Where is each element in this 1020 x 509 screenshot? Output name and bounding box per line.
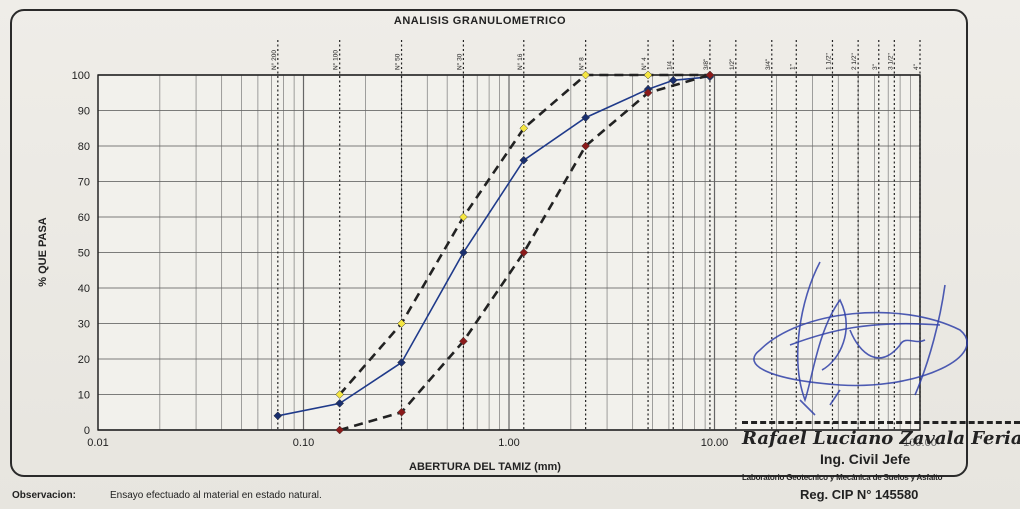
data-point [519, 123, 529, 133]
chart-title: ANALISIS GRANULOMETRICO [394, 15, 566, 27]
sieve-label: 3 1/2" [887, 53, 894, 70]
signature-name: Rafael Luciano Zavala Feria [742, 428, 1020, 449]
observation-text: Ensayo efectuado al material en estado n… [110, 490, 322, 501]
handwritten-signature [753, 311, 968, 387]
y-tick-label: 60 [78, 212, 90, 224]
y-tick-label: 10 [78, 390, 90, 402]
data-point [335, 390, 345, 399]
y-tick-label: 20 [78, 354, 90, 366]
sieve-label: N° 16 [516, 53, 524, 70]
signature-registration: Reg. CIP N° 145580 [800, 487, 919, 502]
y-tick-label: 70 [78, 177, 90, 189]
x-tick-label: 100.00 [903, 437, 937, 449]
data-point [335, 425, 345, 435]
y-axis-label: % QUE PASA [37, 217, 49, 287]
sieve-label: N° 30 [455, 53, 463, 70]
data-point [459, 248, 468, 257]
data-point [581, 70, 590, 80]
handwritten-signature [799, 389, 841, 416]
plot-border [97, 74, 921, 431]
sieve-label: N° 4 [640, 57, 648, 70]
data-point [705, 70, 715, 80]
sieve-label: N° 50 [394, 53, 402, 70]
data-point [581, 141, 590, 151]
y-tick-label: 40 [78, 283, 90, 295]
x-axis-label: ABERTURA DEL TAMIZ (mm) [409, 461, 561, 473]
x-tick-label: 0.10 [293, 437, 314, 449]
y-tick-label: 80 [78, 141, 90, 153]
x-tick-label: 10.00 [701, 437, 729, 449]
sieve-label: 2 1/2" [851, 53, 858, 70]
data-point [397, 319, 406, 328]
data-point [459, 336, 468, 346]
y-tick-label: 50 [78, 248, 90, 260]
data-point [643, 70, 653, 80]
y-tick-label: 0 [84, 425, 90, 437]
sieve-label: 4" [913, 63, 920, 70]
data-point [397, 358, 406, 367]
x-tick-label: 1.00 [498, 437, 519, 449]
y-tick-label: 30 [78, 319, 90, 331]
observation-label: Observacion: [12, 490, 76, 501]
data-point [643, 88, 653, 98]
signature-title: Ing. Civil Jefe [820, 451, 911, 467]
sieve-label: 3" [872, 63, 879, 70]
sieve-label: N° 200 [270, 50, 278, 70]
data-point [459, 212, 468, 222]
sieve-label: 1 1/2" [825, 53, 832, 70]
sieve-label: 1/4 [666, 61, 673, 70]
y-tick-label: 100 [72, 70, 90, 82]
signature-lab: Laboratorio Geotecnico y Mecánica de Sue… [742, 473, 943, 482]
sieve-label: 3/8" [703, 58, 710, 70]
handwritten-signature [914, 284, 946, 396]
sieve-label: N° 100 [332, 50, 340, 70]
sieve-label: 3/4" [765, 58, 772, 70]
data-point [519, 248, 529, 257]
sieve-label: N° 8 [578, 57, 586, 70]
data-point [335, 399, 345, 408]
chart-frame [10, 9, 968, 477]
data-point [581, 113, 590, 122]
data-point [519, 155, 529, 165]
handwritten-signature [797, 261, 847, 403]
y-tick-label: 90 [78, 106, 90, 118]
signature-divider [742, 421, 1020, 424]
sieve-label: 1" [789, 63, 796, 70]
data-point [273, 411, 283, 421]
handwritten-signature [849, 329, 926, 359]
x-tick-label: 0.01 [87, 437, 108, 449]
sieve-label: 1/2" [729, 58, 736, 70]
handwritten-signature [789, 322, 941, 346]
data-point [397, 407, 406, 417]
